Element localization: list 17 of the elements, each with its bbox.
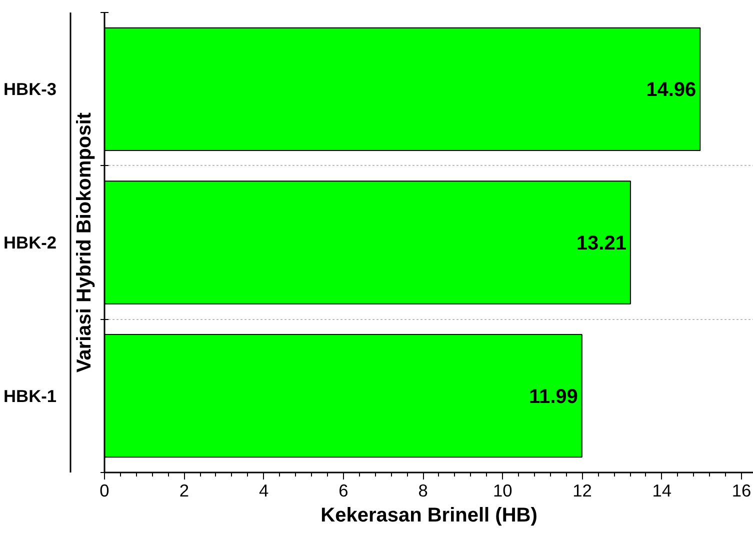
x-tick-label: 14 <box>652 480 672 500</box>
x-tick-label: 8 <box>418 480 428 500</box>
data-label: 11.99 <box>528 386 578 408</box>
x-tick-label: 0 <box>100 480 110 500</box>
y-tick-label: HBK-2 <box>4 232 57 252</box>
x-tick-label: 16 <box>732 480 752 500</box>
data-label: 13.21 <box>576 232 626 254</box>
x-tick-label: 6 <box>338 480 348 500</box>
y-axis-title: Variasi Hybrid Biokomposit <box>74 112 96 373</box>
y-tick-label: HBK-1 <box>4 386 57 406</box>
x-tick-label: 2 <box>179 480 189 500</box>
x-axis-title: Kekerasan Brinell (HB) <box>320 504 538 526</box>
x-tick-label: 10 <box>493 480 512 500</box>
y-tick-label: HBK-3 <box>4 79 57 100</box>
data-label: 14.96 <box>646 79 696 102</box>
x-tick-label: 12 <box>572 480 592 500</box>
x-tick-label: 4 <box>258 480 269 500</box>
